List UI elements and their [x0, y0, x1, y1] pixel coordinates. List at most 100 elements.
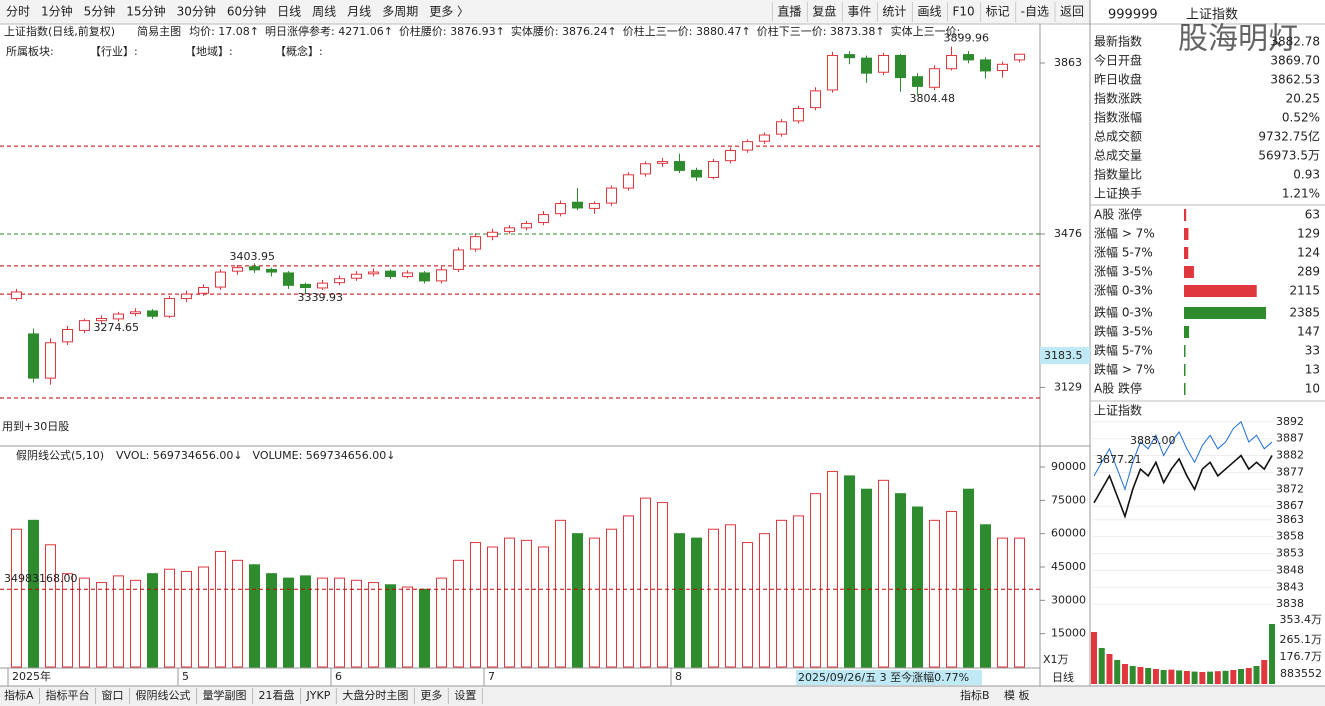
y-tick-label: 3863: [1054, 56, 1082, 69]
toolbar-item[interactable]: 直播: [777, 5, 801, 19]
volume-bar: [725, 524, 736, 668]
y-tick-label: 75000: [1051, 493, 1086, 506]
candle-body: [810, 90, 821, 109]
tab[interactable]: 模 板: [1004, 688, 1030, 702]
toolbar-item[interactable]: 复盘: [812, 4, 836, 19]
vvol: VVOL: 569734656.00↓: [116, 449, 243, 462]
toolbar-item[interactable]: -自选: [1021, 5, 1049, 19]
breadth-label: A股 跌停: [1094, 381, 1142, 396]
tabbar: [0, 686, 1325, 706]
tab[interactable]: 设置: [454, 689, 476, 702]
candle-body: [759, 134, 770, 142]
volume-bar: [147, 573, 158, 668]
volume-bar: [606, 528, 617, 668]
toolbar-item[interactable]: 5分钟: [84, 4, 116, 19]
toolbar-item[interactable]: 多周期: [382, 5, 418, 19]
x-tick-label: 7: [488, 670, 495, 683]
tab[interactable]: JYKP: [306, 689, 331, 702]
candle-body: [504, 227, 515, 232]
mini-vol-bar: [1160, 670, 1167, 684]
mini-vol-label: 265.1万: [1280, 633, 1323, 646]
tab[interactable]: 指标A: [4, 688, 34, 702]
breadth-bar: [1184, 209, 1187, 221]
candle-body: [419, 272, 430, 282]
candle-body: [300, 283, 311, 289]
volume-bar: [776, 519, 787, 668]
candle-body: [623, 174, 634, 189]
breadth-label: 跌幅 0-3%: [1094, 305, 1153, 320]
toolbar-item[interactable]: 周线: [312, 5, 336, 19]
toolbar-item[interactable]: 分时: [6, 5, 30, 19]
volume-bar: [164, 568, 175, 668]
tab[interactable]: 指标B: [960, 688, 990, 702]
mini-vol-bar: [1137, 667, 1144, 684]
tab[interactable]: 量学副图: [203, 688, 247, 702]
volume-bar: [79, 577, 90, 668]
candle-body: [249, 266, 260, 271]
toolbar-item[interactable]: 返回: [1060, 5, 1084, 19]
mini-vol-bar: [1091, 632, 1097, 684]
volume-bar: [538, 546, 549, 668]
toolbar-item[interactable]: 30分钟: [177, 4, 216, 19]
toolbar-item[interactable]: 统计: [882, 5, 906, 19]
tab[interactable]: 21看盘: [259, 688, 295, 702]
y-tick-label: 3476: [1054, 227, 1082, 240]
toolbar-item[interactable]: 更多 〉: [429, 5, 469, 19]
volume-bar: [385, 584, 396, 668]
volume-bar: [521, 539, 532, 668]
toolbar-item[interactable]: 月线: [347, 5, 371, 19]
candle-body: [555, 203, 566, 215]
candle-body: [640, 163, 651, 175]
mini-tick: 3892: [1276, 415, 1304, 428]
volume-bar: [300, 575, 311, 668]
mini-tick: 3858: [1276, 530, 1304, 543]
candle-body: [45, 342, 56, 379]
volume-bar: [419, 588, 430, 668]
sector-label: 【概念】:: [275, 44, 323, 58]
volume-bar: [912, 506, 923, 668]
toolbar-item[interactable]: 画线: [917, 5, 941, 19]
toolbar-item[interactable]: 15分钟: [126, 4, 165, 19]
info-item: 均价: 17.08↑: [189, 25, 259, 38]
mini-tick: 3853: [1276, 547, 1304, 560]
candle-body: [980, 59, 991, 72]
toolbar-item[interactable]: 1分钟: [41, 4, 73, 19]
volume-bar: [555, 519, 566, 668]
mini-vol-bar: [1183, 671, 1190, 684]
volume-bar: [317, 577, 328, 668]
y-tick-label: 15000: [1051, 627, 1086, 640]
tab[interactable]: 指标平台: [46, 688, 90, 702]
mini-vol-bar: [1238, 669, 1245, 684]
stat-label: 指数涨跌: [1094, 91, 1142, 106]
mini-title: 上证指数: [1094, 403, 1142, 418]
volume-bar: [759, 533, 770, 668]
breadth-value: 129: [1297, 227, 1320, 241]
volume-bar: [793, 515, 804, 668]
volume-bar: [487, 546, 498, 668]
candle-body: [674, 161, 685, 171]
candle-body: [79, 320, 90, 331]
tab[interactable]: 日线: [1052, 670, 1074, 684]
toolbar-item[interactable]: F10: [952, 5, 974, 19]
bottom-note: 用到+30日股: [2, 420, 69, 433]
tab[interactable]: 假阴线公式: [136, 688, 191, 702]
sector-label: 【地域】:: [185, 45, 233, 58]
candle-body: [912, 76, 923, 87]
x-tick-label: 5: [182, 670, 189, 683]
volume-bar: [742, 542, 753, 668]
volume-bar: [929, 519, 940, 668]
tab[interactable]: 大盘分时主图: [342, 688, 408, 702]
volume-bar: [810, 493, 821, 668]
cursor-label: 3183.5: [1044, 349, 1083, 362]
volume-bar: [198, 566, 209, 668]
tab[interactable]: 更多: [420, 688, 442, 702]
mini-vol-bar: [1269, 624, 1275, 684]
info-item: 价柱上三一价: 3880.47↑: [623, 24, 751, 38]
volume-bar: [708, 528, 719, 668]
toolbar-item[interactable]: 标记: [986, 5, 1010, 19]
tab[interactable]: 窗口: [102, 688, 124, 702]
toolbar-item[interactable]: 60分钟: [227, 4, 266, 19]
toolbar-item[interactable]: 日线: [277, 5, 301, 19]
breadth-value: 2115: [1289, 284, 1320, 298]
toolbar-item[interactable]: 事件: [847, 5, 871, 19]
